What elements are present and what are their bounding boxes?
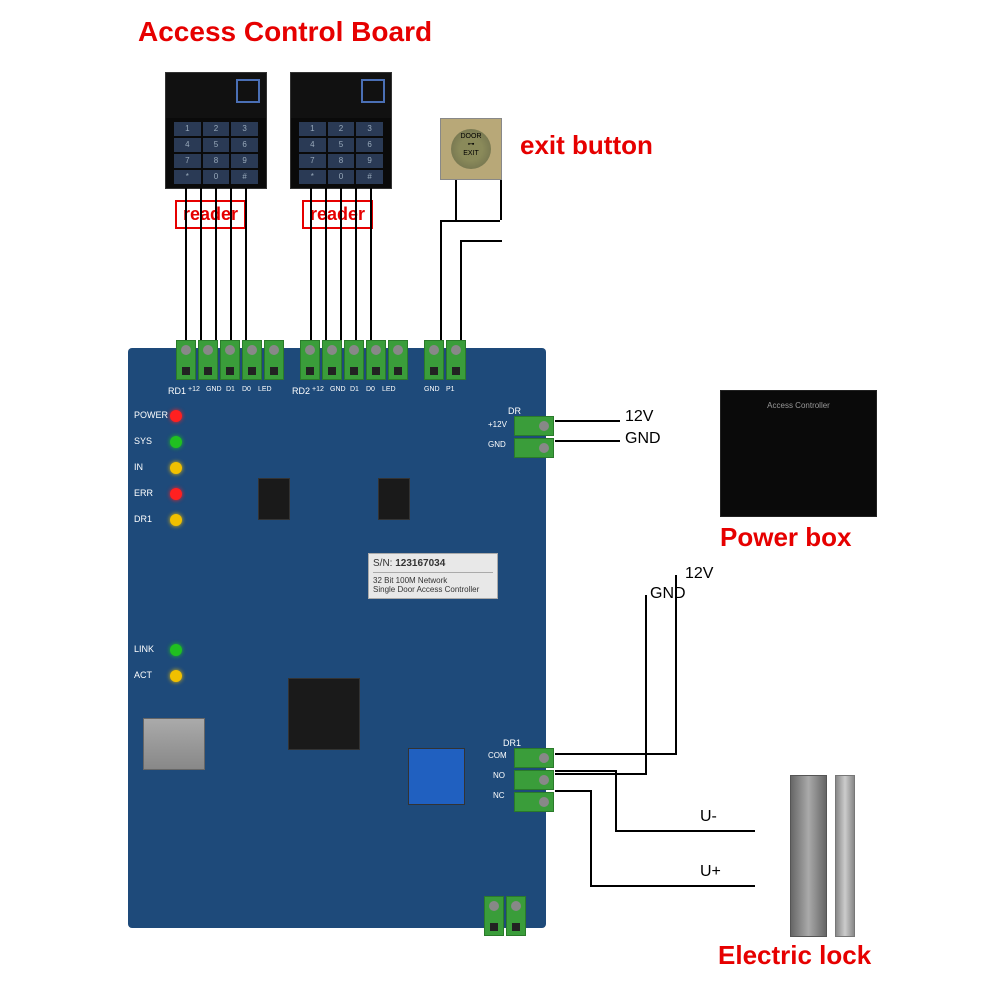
led-err-label: ERR <box>134 488 153 498</box>
wire <box>590 885 755 887</box>
wire <box>310 188 312 343</box>
pcb-rd1-label: RD1 <box>168 386 186 396</box>
exit-button: DOOR⊶EXIT <box>440 118 502 180</box>
led-in-label: IN <box>134 462 143 472</box>
wire <box>555 753 675 755</box>
led-link-label: LINK <box>134 644 154 654</box>
wire <box>615 830 755 832</box>
electric-lock-label: Electric lock <box>718 940 871 971</box>
relay <box>408 748 465 805</box>
wire <box>325 188 327 343</box>
wire <box>555 420 620 422</box>
wire <box>440 220 442 345</box>
ethernet-port <box>143 718 205 770</box>
wire <box>555 770 615 772</box>
regulator-2 <box>378 478 410 520</box>
main-chip <box>288 678 360 750</box>
electric-lock-plate <box>835 775 855 937</box>
led-sys <box>170 436 182 448</box>
pcb-board: RD1 +12 GND D1 D0 LED RD2 +12 GND D1 D0 … <box>128 348 546 928</box>
terminal-block-bottom <box>484 896 526 936</box>
wire <box>340 188 342 343</box>
led-power <box>170 410 182 422</box>
label-gnd-top: GND <box>625 430 661 448</box>
label-u-minus: U- <box>700 808 717 826</box>
title: Access Control Board <box>138 16 432 48</box>
wire <box>460 240 502 242</box>
led-dr1-label: DR1 <box>134 514 152 524</box>
wire <box>590 790 592 885</box>
wire <box>555 440 620 442</box>
wire <box>555 773 645 775</box>
wire <box>215 188 217 343</box>
terminal-block-rd1 <box>176 340 284 380</box>
wire <box>230 188 232 343</box>
terminal-block-rd2 <box>300 340 408 380</box>
wire <box>460 240 462 345</box>
wire <box>455 220 500 222</box>
led-sys-label: SYS <box>134 436 152 446</box>
led-act <box>170 670 182 682</box>
wire <box>455 180 457 220</box>
exit-button-label: exit button <box>520 130 653 161</box>
led-in <box>170 462 182 474</box>
terminal-block-power <box>514 416 554 458</box>
wire <box>370 188 372 343</box>
card-reader-2: 123 456 789 *0# <box>290 72 392 189</box>
led-err <box>170 488 182 500</box>
reader-2-label: reader <box>302 200 373 229</box>
led-act-label: ACT <box>134 670 152 680</box>
power-box <box>720 390 877 517</box>
label-12v-top: 12V <box>625 408 653 426</box>
led-link <box>170 644 182 656</box>
terminal-block-exit <box>424 340 466 380</box>
electric-lock <box>790 775 827 937</box>
led-dr1 <box>170 514 182 526</box>
pcb-dr1-label: DR1 <box>503 738 521 748</box>
label-u-plus: U+ <box>700 863 721 881</box>
pcb-dr-label: DR <box>508 406 521 416</box>
regulator-1 <box>258 478 290 520</box>
pcb-rd2-label: RD2 <box>292 386 310 396</box>
wire <box>645 595 647 775</box>
label-gnd-mid: GND <box>650 585 686 603</box>
card-reader-1: 123 456 789 *0# <box>165 72 267 189</box>
wire <box>615 770 617 830</box>
wire <box>200 188 202 343</box>
wire <box>440 220 455 222</box>
wire <box>355 188 357 343</box>
wire <box>555 790 590 792</box>
label-12v-mid: 12V <box>685 565 713 583</box>
led-power-label: POWER <box>134 410 168 420</box>
wire <box>245 188 247 343</box>
wire <box>185 188 187 343</box>
wire <box>500 180 502 220</box>
power-box-label: Power box <box>720 522 851 553</box>
serial-number-box: S/N: 123167034 32 Bit 100M Network Singl… <box>368 553 498 599</box>
terminal-block-lock <box>514 748 554 812</box>
